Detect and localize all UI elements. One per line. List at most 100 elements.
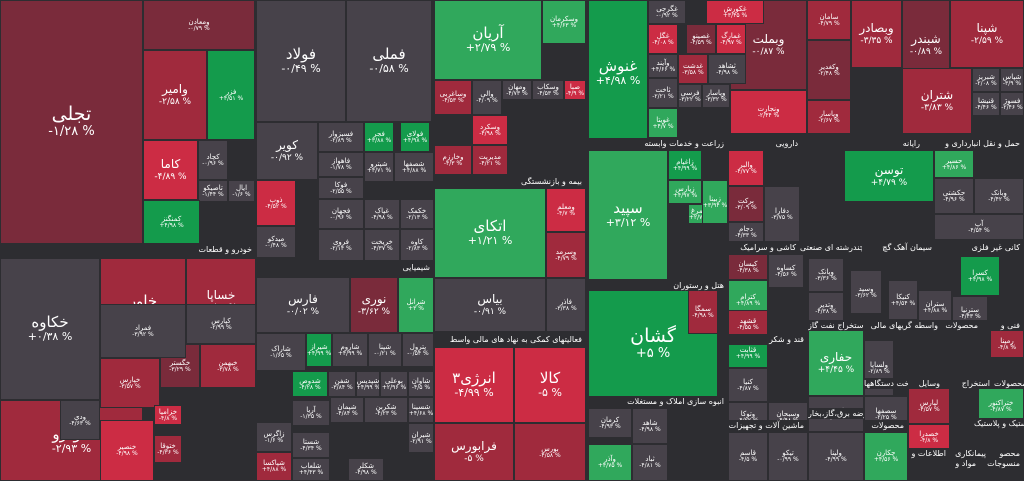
treemap-tile[interactable]: سمگا -۴/۹۸ % bbox=[688, 290, 718, 334]
treemap-tile[interactable]: شصفها +۴/۸۸ % bbox=[394, 152, 434, 182]
treemap-tile[interactable]: رمپنا -۴/۸ % bbox=[990, 330, 1024, 358]
treemap-tile[interactable]: وبانک -۴/۴۲ % bbox=[974, 178, 1024, 214]
treemap-tile[interactable]: قاسم -۴/۵ % bbox=[728, 432, 768, 481]
treemap-tile[interactable]: فولای +۴/۹۸ % bbox=[400, 122, 430, 152]
treemap-tile[interactable]: ومهان -۴/۷۳ % bbox=[502, 80, 532, 100]
treemap-tile[interactable]: شسینا +۴/۶۸ % bbox=[408, 397, 434, 423]
treemap-tile[interactable]: غگرجی -۰/۹۲ % bbox=[648, 0, 686, 24]
treemap-tile[interactable]: زاگرس -۱/۶ % bbox=[256, 422, 292, 452]
treemap-tile[interactable]: صبا -۴/۹ % bbox=[564, 80, 586, 100]
treemap-tile[interactable]: ومعلم -۴/۷ % bbox=[546, 188, 586, 232]
treemap-tile[interactable]: غگل -۴/۰۸ % bbox=[648, 24, 678, 54]
treemap-tile[interactable]: وپاسار -۲/۶۷ % bbox=[807, 100, 851, 134]
treemap-tile[interactable]: غمارگ -۴/۹۷ % bbox=[716, 24, 746, 54]
treemap-tile[interactable]: والبر -۴/۷۷ % bbox=[728, 150, 764, 186]
treemap-tile[interactable]: کاما -۴/۸۹ % bbox=[143, 140, 198, 200]
treemap-tile[interactable]: شدوص -۴/۲۸ % bbox=[292, 371, 328, 397]
treemap-tile[interactable]: شتران -۳/۸۳ % bbox=[902, 68, 972, 134]
treemap-tile[interactable]: دجام -۴/۳۳ % bbox=[728, 222, 764, 242]
treemap-tile[interactable]: قنیشا -۴/۴۶ % bbox=[972, 92, 1000, 116]
treemap-tile[interactable]: ذوب -۴/۵۲ % bbox=[256, 180, 296, 226]
treemap-tile[interactable]: ثباد -۴/۸۱ % bbox=[632, 444, 668, 481]
treemap-tile[interactable]: وسکرد -۴/۹۸ % bbox=[472, 115, 508, 145]
treemap-tile[interactable]: وپاسار -۳/۳۲ % bbox=[702, 84, 730, 108]
treemap-tile[interactable]: برکت -۳/۰۹ % bbox=[728, 186, 764, 222]
treemap-tile[interactable]: زپارس +۴/۹۷ % bbox=[668, 180, 702, 204]
treemap-tile[interactable]: شپنا -۰/۲۱ % bbox=[368, 333, 402, 367]
treemap-tile[interactable]: کالا -۵ % bbox=[514, 347, 586, 423]
treemap-tile[interactable]: خکاوه +۰/۳۸ % bbox=[0, 258, 100, 400]
treemap-tile[interactable]: زبینا +۳/۹۴ % bbox=[702, 180, 728, 224]
treemap-tile[interactable]: کمنگنز +۴/۹۸ % bbox=[143, 200, 200, 244]
treemap-tile[interactable]: ایال -۱/۶ % bbox=[228, 180, 255, 202]
treemap-tile[interactable]: سامان -۴/۷۹ % bbox=[807, 0, 851, 40]
treemap-tile[interactable]: فاذر -۳/۳۸ % bbox=[546, 278, 586, 332]
treemap-tile[interactable]: وآذر +۴/۷۵ % bbox=[588, 444, 632, 481]
treemap-tile[interactable]: خبهمن -۳/۷۸ % bbox=[200, 344, 256, 388]
treemap-tile[interactable]: سپید +۳/۱۲ % bbox=[588, 150, 668, 280]
treemap-tile[interactable]: خریخت -۴/۳۷ % bbox=[364, 229, 400, 261]
treemap-tile[interactable]: فروی -۲/۱۴ % bbox=[318, 229, 364, 261]
treemap-tile[interactable]: وآیند +۴/۶۶ % bbox=[648, 54, 678, 78]
treemap-tile[interactable]: لپارس -۴/۵۷ % bbox=[908, 388, 950, 424]
treemap-tile[interactable]: غصینو -۴/۵۹ % bbox=[686, 24, 716, 54]
treemap-tile[interactable]: وسرمد -۴/۷۹ % bbox=[546, 232, 586, 278]
treemap-tile[interactable]: فمراد -۳/۹۲ % bbox=[100, 304, 186, 358]
treemap-tile[interactable]: حفاری +۴/۴۵ % bbox=[808, 330, 864, 396]
treemap-tile[interactable]: شپاس -۳/۹ % bbox=[1000, 68, 1024, 92]
treemap-tile[interactable]: وپانک -۳/۳۶ % bbox=[808, 258, 844, 292]
treemap-tile[interactable]: کیسان -۴/۳۸ % bbox=[728, 254, 768, 280]
treemap-tile[interactable]: وتدیر -۴/۳۸ % bbox=[808, 292, 844, 324]
treemap-tile[interactable]: حکشتی -۴/۹۶ % bbox=[934, 178, 974, 214]
treemap-tile[interactable]: کپارس -۲/۹۹ % bbox=[186, 304, 256, 344]
treemap-tile[interactable]: کچاد -۰/۹۶ % bbox=[198, 140, 228, 180]
treemap-tile[interactable]: غکورش +۳/۴۵ % bbox=[706, 0, 764, 24]
treemap-tile[interactable]: انرژی۳ -۴/۹۹ % bbox=[434, 347, 514, 423]
treemap-tile[interactable]: شکلر -۴/۹۸ % bbox=[348, 458, 384, 481]
treemap-tile[interactable]: غپاک -۴/۹۸ % bbox=[364, 199, 400, 229]
treemap-tile[interactable]: شپترو +۴/۷۱ % bbox=[364, 152, 394, 182]
treemap-tile[interactable]: کرمان -۴/۹۳ % bbox=[588, 408, 632, 438]
treemap-tile[interactable]: حسیر +۴/۸۶ % bbox=[934, 150, 974, 178]
treemap-tile[interactable]: شپاکسا +۴/۸۸ % bbox=[256, 452, 292, 481]
treemap-tile[interactable]: نوری -۳/۶۲ % bbox=[350, 277, 398, 333]
treemap-tile[interactable]: ومعادن -۰/۷۹ % bbox=[143, 0, 255, 50]
treemap-tile[interactable]: وکغدیر -۲/۴۸ % bbox=[807, 40, 851, 100]
treemap-tile[interactable]: شفن -۳/۸۴ % bbox=[328, 371, 356, 397]
treemap-tile[interactable]: ثشاهد -۴/۹۸ % bbox=[708, 54, 746, 84]
treemap-tile[interactable]: توسن +۴/۷۹ % bbox=[844, 150, 934, 202]
treemap-tile[interactable]: آریان +۲/۷۹ % bbox=[434, 0, 542, 80]
treemap-tile[interactable]: خنصیر -۴/۹۸ % bbox=[100, 420, 154, 481]
treemap-tile[interactable]: وامیر -۲/۵۸ % bbox=[143, 50, 207, 140]
treemap-tile[interactable]: ونجارت -۲/۴۴ % bbox=[730, 90, 807, 134]
treemap-tile[interactable]: فجهان -۰/۹۶ % bbox=[318, 199, 364, 229]
treemap-tile[interactable]: وسید -۳/۶۲ % bbox=[850, 270, 882, 314]
treemap-tile[interactable]: بورس -۴/۵۸ % bbox=[514, 423, 586, 481]
treemap-tile[interactable]: شاروم +۴/۹۹ % bbox=[332, 333, 368, 367]
treemap-tile[interactable]: ولپنا -۴/۹۹ % bbox=[808, 432, 864, 481]
treemap-tile[interactable]: شیران -۲/۹۱ % bbox=[408, 423, 434, 453]
treemap-tile[interactable]: کویر -۰/۹۲ % bbox=[256, 122, 318, 180]
treemap-tile[interactable]: شپنا -۲/۵۹ % bbox=[950, 0, 1024, 68]
treemap-tile[interactable]: مدیریت -۴/۲۱ % bbox=[472, 145, 508, 175]
treemap-tile[interactable]: فزر +۴/۵۱ % bbox=[207, 50, 255, 140]
treemap-tile[interactable]: شپمان -۴/۸۴ % bbox=[330, 397, 364, 423]
treemap-tile[interactable]: وسکاب -۴/۵۳ % bbox=[532, 80, 564, 100]
treemap-tile[interactable]: خپارس -۳/۵۷ % bbox=[100, 358, 160, 408]
treemap-tile[interactable]: فولاد -۰/۴۹ % bbox=[256, 0, 346, 122]
treemap-tile[interactable]: غویتا +۴/۷ % bbox=[648, 108, 678, 138]
treemap-tile[interactable]: خصدرا -۴/۸ % bbox=[908, 424, 950, 450]
treemap-tile[interactable]: شاهد -۴/۹۸ % bbox=[632, 408, 668, 444]
treemap-tile[interactable]: ثاخت -۲/۲۱ % bbox=[648, 78, 678, 108]
treemap-tile[interactable]: ختوقا -۴/۳۶ % bbox=[154, 435, 182, 463]
treemap-tile[interactable]: تیکو -۰/۹۹ % bbox=[768, 432, 808, 481]
treemap-tile[interactable]: آپ -۴/۵۴ % bbox=[934, 214, 1024, 240]
treemap-tile[interactable]: کساوه -۴/۵۶ % bbox=[768, 254, 804, 288]
treemap-tile[interactable]: فسوژ -۲/۴۶ % bbox=[1000, 92, 1024, 116]
treemap-tile[interactable]: فاهواز -۱/۷۸ % bbox=[318, 152, 364, 177]
treemap-tile[interactable]: غنوش +۴/۹۸ % bbox=[588, 0, 648, 146]
treemap-tile[interactable]: کسرا +۴/۹۸ % bbox=[960, 256, 1000, 296]
treemap-tile[interactable]: وسکرمان +۴/۶۳ % bbox=[542, 0, 586, 44]
treemap-tile[interactable]: ودی -۴/۶۳ % bbox=[60, 400, 100, 440]
treemap-tile[interactable]: فرابورس -۵ % bbox=[434, 423, 514, 481]
